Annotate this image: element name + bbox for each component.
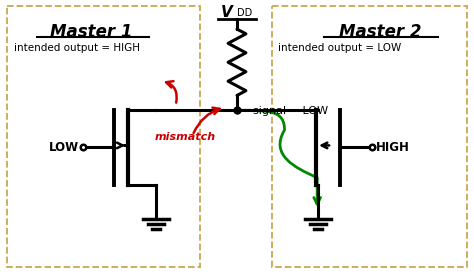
Text: intended output = LOW: intended output = LOW xyxy=(278,43,401,53)
Text: mismatch: mismatch xyxy=(155,131,216,142)
Text: HIGH: HIGH xyxy=(375,141,410,154)
Text: LOW: LOW xyxy=(48,141,79,154)
Text: V: V xyxy=(221,5,233,20)
Text: DD: DD xyxy=(237,8,252,18)
FancyArrowPatch shape xyxy=(237,110,320,204)
Text: intended output = HIGH: intended output = HIGH xyxy=(14,43,140,53)
Text: signal = LOW: signal = LOW xyxy=(253,106,328,116)
Text: Master 1: Master 1 xyxy=(50,23,133,41)
Text: Master 2: Master 2 xyxy=(339,23,422,41)
